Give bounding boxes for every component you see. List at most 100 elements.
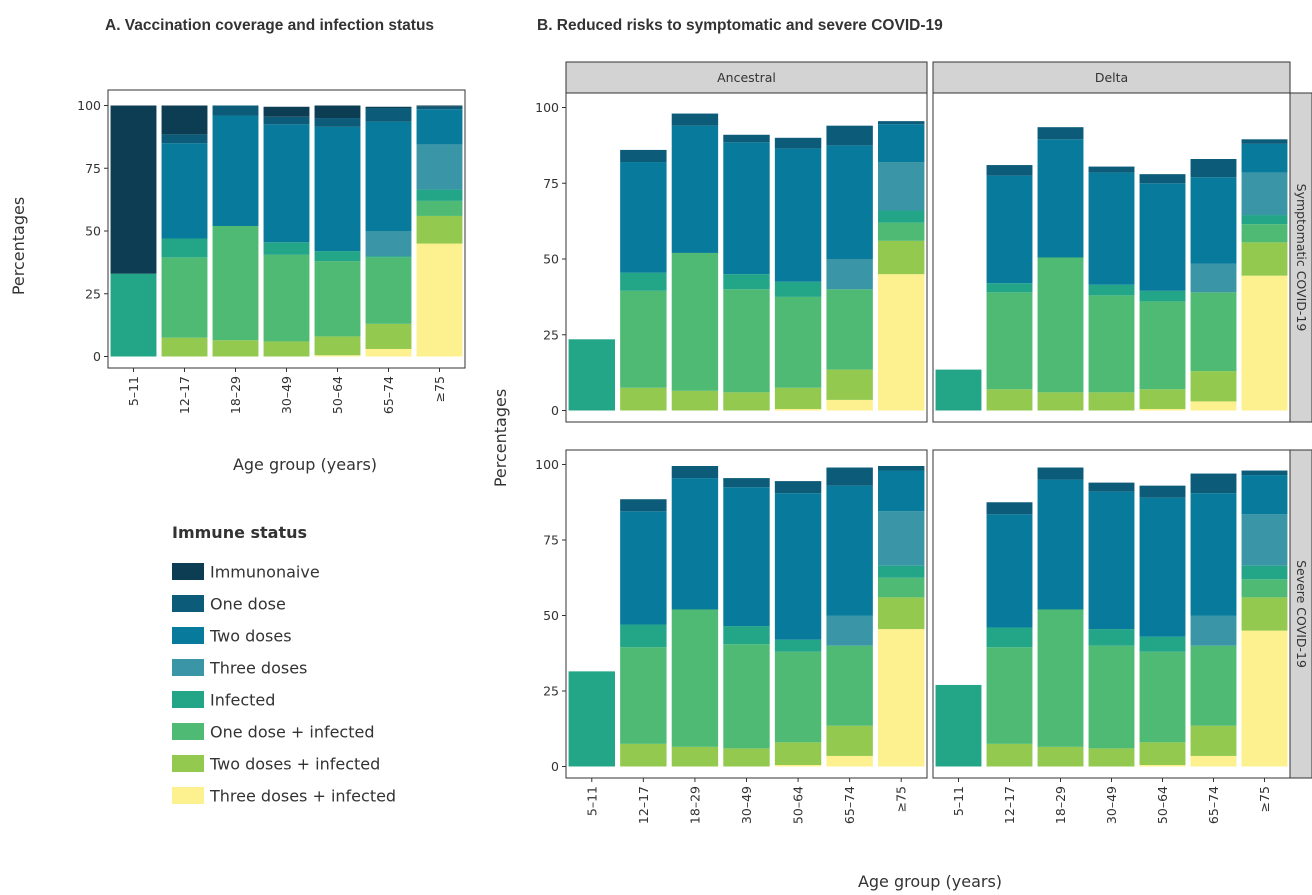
bar-b-ancestral-symptomatic-covid-19-50-64-infected [774, 281, 822, 297]
bar-b-ancestral-severe-covid-19-ge75-two-doses-infected [878, 597, 925, 630]
bar-a-50-64-two-doses [314, 126, 361, 252]
b-delta-severe-covid-19-x-tick-label: 65–74 [1206, 786, 1221, 824]
bar-b-delta-symptomatic-covid-19-18-29-one-dose [1037, 127, 1084, 140]
b-ancestral-severe-covid-19-x-tick-label: 5–11 [584, 786, 599, 816]
bar-a-50-64-three-doses-infected [314, 355, 361, 357]
bar-b-delta-symptomatic-covid-19-12-17-one-dose [986, 165, 1033, 176]
bar-a-12-17-two-doses-infected [161, 337, 208, 357]
bar-b-ancestral-symptomatic-covid-19-30-49-two-doses [723, 142, 770, 275]
bar-b-delta-symptomatic-covid-19-18-29-one-dose-infected [1037, 257, 1084, 393]
bar-b-delta-symptomatic-covid-19-65-74-two-doses [1190, 177, 1237, 264]
bar-b-delta-symptomatic-covid-19-65-74-one-dose-infected [1190, 292, 1237, 372]
panel-a-title: A. Vaccination coverage and infection st… [105, 17, 434, 34]
a-x-tick-label: 5–11 [126, 376, 141, 406]
a-x-tick-label: 65–74 [381, 376, 396, 414]
b-ancestral-severe-covid-19-y-tick-label: 75 [543, 533, 559, 548]
a-y-tick-label: 50 [85, 224, 101, 239]
bar-a-65-74-one-dose-infected [365, 257, 412, 324]
bar-b-ancestral-severe-covid-19-ge75-two-doses [878, 470, 925, 512]
legend-label-one-dose-infected: One dose + infected [210, 723, 375, 742]
bar-a-12-17-one-dose [161, 134, 208, 144]
a-y-tick-label: 100 [77, 98, 101, 113]
bar-b-ancestral-severe-covid-19-30-49-one-dose-infected [723, 644, 770, 749]
bar-b-ancestral-symptomatic-covid-19-ge75-three-doses [878, 162, 925, 211]
bar-b-delta-severe-covid-19-12-17-one-dose-infected [986, 647, 1033, 744]
bar-b-ancestral-symptomatic-covid-19-ge75-three-doses-infected [878, 274, 925, 411]
bar-b-delta-symptomatic-covid-19-12-17-two-doses [986, 175, 1033, 284]
legend: Immune status Immunonaive One dose Two dos… [172, 523, 396, 806]
bar-b-delta-severe-covid-19-65-74-one-dose [1190, 473, 1237, 494]
b-ancestral-symptomatic-covid-19-y-tick-label: 75 [543, 176, 559, 191]
bar-b-delta-symptomatic-covid-19-ge75-infected [1241, 215, 1288, 225]
bar-b-ancestral-symptomatic-covid-19-ge75-two-doses [878, 124, 925, 163]
facet-ancestral-symptomatic-covid-19: 0 25 50 75 100 [535, 92, 928, 423]
bar-b-ancestral-symptomatic-covid-19-18-29-one-dose [671, 113, 719, 126]
a-y-tick-label: 75 [85, 161, 101, 176]
b-ancestral-severe-covid-19-y-tick-label: 0 [551, 759, 559, 774]
bar-a-65-74-immunonaive [365, 106, 412, 108]
bar-b-ancestral-severe-covid-19-ge75-infected [878, 565, 925, 578]
facet-delta-symptomatic-covid-19 [932, 92, 1291, 423]
bar-b-ancestral-severe-covid-19-ge75-one-dose [878, 466, 925, 471]
bar-b-delta-severe-covid-19-ge75-three-doses-infected [1241, 630, 1288, 767]
bar-b-delta-severe-covid-19-50-64-infected [1139, 636, 1186, 652]
bar-b-delta-severe-covid-19-30-49-infected [1088, 629, 1135, 646]
bar-b-delta-severe-covid-19-50-64-one-dose [1139, 485, 1186, 498]
legend-label-one-dose: One dose [210, 595, 286, 614]
bar-a-ge75-three-doses [416, 144, 463, 190]
a-x-tick-label: 30–49 [279, 376, 294, 414]
bar-b-ancestral-severe-covid-19-12-17-infected [620, 624, 667, 648]
bar-b-delta-severe-covid-19-ge75-two-doses-infected [1241, 597, 1288, 631]
bar-b-delta-symptomatic-covid-19-12-17-infected [986, 283, 1033, 293]
bar-b-ancestral-severe-covid-19-50-64-infected [774, 639, 822, 652]
bar-b-ancestral-severe-covid-19-5-11-infected [568, 671, 615, 767]
bar-b-delta-symptomatic-covid-19-50-64-two-doses [1139, 183, 1186, 291]
bar-a-65-74-infected [365, 256, 412, 258]
legend-swatch-immunonaive [172, 563, 204, 580]
bar-b-delta-symptomatic-covid-19-ge75-two-doses-infected [1241, 242, 1288, 276]
bar-b-delta-symptomatic-covid-19-50-64-infected [1139, 290, 1186, 302]
bar-a-65-74-three-doses-infected [365, 348, 412, 357]
bar-a-ge75-one-dose-infected [416, 200, 463, 216]
bar-a-ge75-immunonaive [416, 105, 463, 107]
b-ancestral-severe-covid-19-y-tick-label: 25 [543, 684, 559, 699]
bar-b-ancestral-severe-covid-19-12-17-two-doses [620, 511, 667, 625]
bar-b-delta-severe-covid-19-18-29-two-doses [1037, 479, 1084, 610]
bar-b-delta-severe-covid-19-ge75-one-dose-infected [1241, 579, 1288, 598]
bar-a-5-11-immunonaive [110, 105, 157, 274]
a-x-tick-label: 12–17 [177, 376, 192, 414]
bar-b-delta-severe-covid-19-5-11-infected [935, 684, 982, 767]
bar-a-ge75-infected [416, 189, 463, 201]
bar-b-ancestral-severe-covid-19-ge75-three-doses-infected [878, 629, 925, 767]
legend-swatch-two-doses-infected [172, 755, 204, 772]
bar-b-ancestral-severe-covid-19-ge75-one-dose-infected [878, 577, 925, 598]
bar-b-delta-symptomatic-covid-19-12-17-two-doses-infected [986, 389, 1033, 411]
bar-b-delta-severe-covid-19-ge75-infected [1241, 565, 1288, 580]
legend-label-immunonaive: Immunonaive [210, 563, 320, 582]
bar-b-delta-severe-covid-19-65-74-one-dose-infected [1190, 645, 1237, 726]
b-ancestral-severe-covid-19-y-tick-label: 50 [543, 608, 559, 623]
bar-b-ancestral-symptomatic-covid-19-ge75-two-doses-infected [878, 240, 925, 275]
b-ancestral-symptomatic-covid-19-y-tick-label: 0 [551, 403, 559, 418]
bar-b-ancestral-symptomatic-covid-19-65-74-one-dose-infected [826, 289, 873, 370]
legend-label-two-doses-infected: Two doses + infected [209, 755, 380, 774]
bar-b-ancestral-symptomatic-covid-19-18-29-two-doses [671, 125, 719, 253]
bar-b-ancestral-symptomatic-covid-19-65-74-three-doses [826, 259, 873, 290]
bar-b-delta-severe-covid-19-ge75-two-doses [1241, 475, 1288, 515]
bar-b-delta-severe-covid-19-12-17-infected [986, 627, 1033, 648]
bar-b-delta-severe-covid-19-18-29-one-dose [1037, 467, 1084, 480]
bar-b-ancestral-symptomatic-covid-19-ge75-one-dose-infected [878, 222, 925, 241]
b-ancestral-severe-covid-19-x-tick-label: 50–64 [791, 786, 806, 824]
bar-b-ancestral-severe-covid-19-65-74-one-dose-infected [826, 645, 873, 726]
strip-label-symptomatic-covid-19: Symptomatic COVID-19 [1294, 184, 1309, 332]
bar-b-ancestral-severe-covid-19-30-49-two-doses-infected [723, 748, 770, 767]
legend-swatch-one-dose [172, 595, 204, 612]
bar-b-ancestral-symptomatic-covid-19-18-29-one-dose-infected [671, 252, 719, 391]
bar-b-ancestral-symptomatic-covid-19-12-17-one-dose-infected [620, 290, 667, 388]
bar-b-delta-severe-covid-19-ge75-one-dose [1241, 470, 1288, 476]
panel-b-title: B. Reduced risks to symptomatic and seve… [537, 17, 943, 34]
a-x-tick-label: ≥75 [432, 376, 447, 402]
bar-b-delta-symptomatic-covid-19-30-49-two-doses-infected [1088, 392, 1135, 411]
bar-b-delta-symptomatic-covid-19-30-49-one-dose [1088, 166, 1135, 173]
